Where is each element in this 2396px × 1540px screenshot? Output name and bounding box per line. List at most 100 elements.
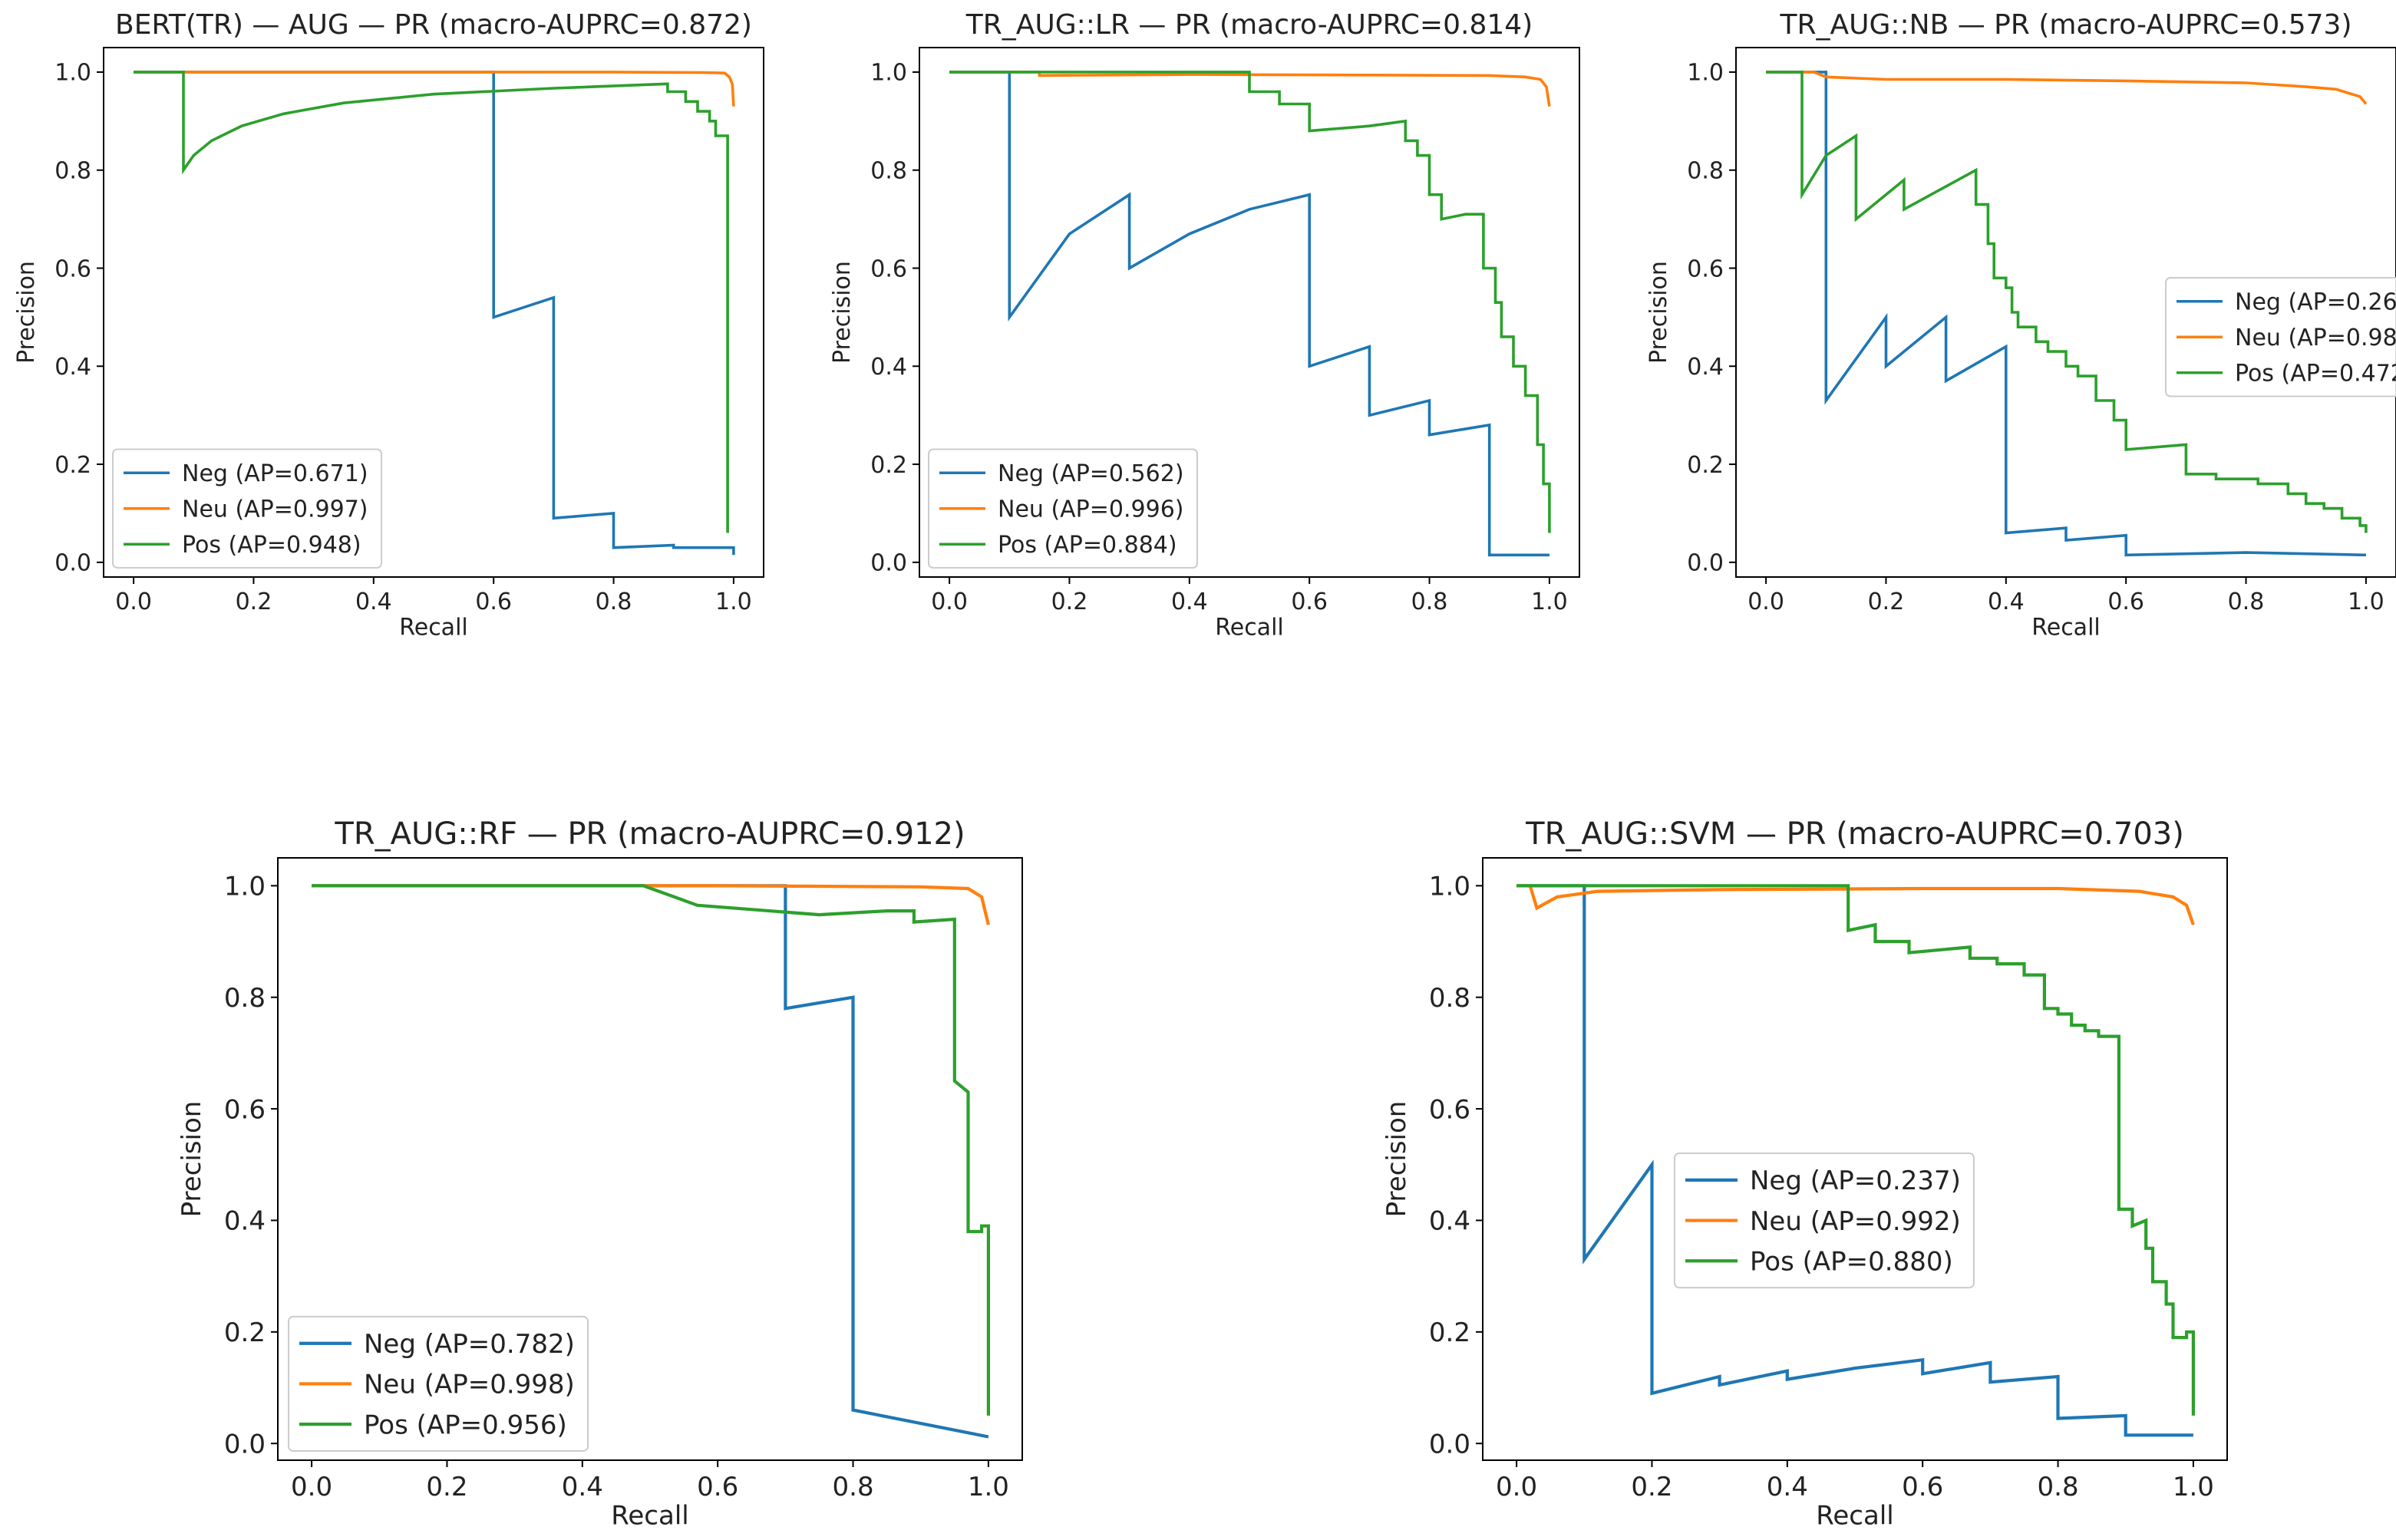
x-tick-label: 0.4 <box>562 1472 603 1502</box>
chart-panel-4: TR_AUG::RF — PR (macro-AUPRC=0.912)0.0 0.… <box>177 816 1023 1532</box>
x-tick-label: 0.2 <box>236 589 272 615</box>
legend-label-pos: Pos (AP=0.884) <box>998 532 1177 559</box>
y-tick-label: 0.2 <box>1687 452 1724 479</box>
x-tick-label: 1.0 <box>968 1472 1009 1502</box>
x-tick-label: 0.8 <box>833 1472 874 1502</box>
y-tick-label: 0.6 <box>224 1094 266 1125</box>
y-tick-label: 0.2 <box>224 1317 266 1348</box>
legend-label-neu: Neu (AP=0.982) <box>2235 325 2396 351</box>
y-tick-label: 0.0 <box>870 550 907 577</box>
x-tick-label: 1.0 <box>1531 589 1568 615</box>
axes-frame <box>277 857 1023 1461</box>
y-tick-label: 0.2 <box>870 452 907 479</box>
y-tick-label: 0.2 <box>54 452 91 479</box>
series-line-neg <box>1516 884 2193 1437</box>
legend-label-neg: Neg (AP=0.237) <box>1750 1166 1961 1196</box>
x-tick-label: 0.0 <box>1747 589 1784 615</box>
legend-label-neu: Neu (AP=0.992) <box>1750 1206 1961 1237</box>
axes-frame <box>1735 47 2396 578</box>
x-tick-label: 0.4 <box>355 589 392 615</box>
series-line-neu <box>134 71 735 107</box>
x-tick-label: 0.6 <box>1291 589 1328 615</box>
chart-title: TR_AUG::NB — PR (macro-AUPRC=0.573) <box>1780 9 2352 41</box>
chart-panel-3: TR_AUG::NB — PR (macro-AUPRC=0.573)0.0 0.… <box>1645 9 2396 641</box>
legend: Neg (AP=0.671) Neu (AP=0.997) Pos (AP=0.94… <box>112 448 382 569</box>
legend-label-neg: Neg (AP=0.671) <box>182 460 368 487</box>
series-line-neu <box>1766 71 2368 105</box>
legend-label-pos: Pos (AP=0.956) <box>364 1410 567 1440</box>
x-tick-label: 0.0 <box>931 589 968 615</box>
legend-box <box>112 448 382 569</box>
legend-label-neu: Neu (AP=0.997) <box>182 496 368 523</box>
series-line-neg <box>134 71 735 556</box>
x-tick-label: 1.0 <box>715 589 752 615</box>
legend: Neg (AP=0.237) Neu (AP=0.992) Pos (AP=0.88… <box>1674 1153 1975 1289</box>
series-line-neg <box>1766 71 2366 557</box>
y-tick-label: 0.6 <box>1687 256 1724 282</box>
x-tick-label: 0.8 <box>596 589 632 615</box>
y-axis-label: Precision <box>13 261 40 364</box>
axes-frame <box>919 47 1580 578</box>
y-tick-label: 0.4 <box>1429 1206 1470 1237</box>
x-tick-label: 0.6 <box>1902 1472 1943 1502</box>
chart-title: BERT(TR) — AUG — PR (macro-AUPRC=0.872) <box>115 9 752 41</box>
series-line-pos <box>312 884 990 1416</box>
y-axis-label: Precision <box>177 1101 207 1218</box>
x-tick-label: 0.6 <box>2107 589 2144 615</box>
x-tick-label: 0.8 <box>2228 589 2265 615</box>
y-tick-label: 0.8 <box>870 158 907 185</box>
y-tick-label: 1.0 <box>870 60 907 87</box>
legend: Neg (AP=0.782) Neu (AP=0.998) Pos (AP=0.95… <box>288 1315 589 1453</box>
series-line-pos <box>1516 884 2195 1416</box>
legend-box <box>928 448 1198 569</box>
legend-box <box>2165 277 2396 397</box>
y-tick-label: 1.0 <box>224 872 266 902</box>
axes-frame <box>1482 857 2228 1461</box>
y-tick-label: 1.0 <box>1429 872 1470 902</box>
y-tick-label: 0.8 <box>54 158 91 185</box>
x-tick-label: 0.6 <box>475 589 512 615</box>
legend-label-neu: Neu (AP=0.998) <box>364 1370 575 1400</box>
y-tick-label: 0.8 <box>224 983 266 1014</box>
series-line-pos <box>949 71 1551 533</box>
x-tick-label: 0.0 <box>1496 1472 1537 1502</box>
y-tick-label: 0.4 <box>870 354 907 381</box>
x-axis-label: Recall <box>2031 615 2101 641</box>
x-tick-label: 0.4 <box>1988 589 2025 615</box>
y-axis-label: Precision <box>829 261 856 364</box>
x-tick-label: 0.2 <box>426 1472 467 1502</box>
legend-label-pos: Pos (AP=0.948) <box>182 532 361 559</box>
x-tick-label: 0.2 <box>1051 589 1088 615</box>
series-line-neu <box>312 884 990 925</box>
legend: Neg (AP=0.264) Neu (AP=0.982) Pos (AP=0.47… <box>2165 277 2396 397</box>
chart-panel-5: TR_AUG::SVM — PR (macro-AUPRC=0.703)0.0 0… <box>1381 816 2228 1532</box>
x-axis-label: Recall <box>399 615 468 641</box>
series-line-neu <box>1516 884 2195 925</box>
y-tick-label: 1.0 <box>1687 60 1724 87</box>
series-line-pos <box>1766 71 2368 533</box>
y-tick-label: 0.6 <box>870 256 907 282</box>
y-tick-label: 0.4 <box>1687 354 1724 381</box>
y-axis-label: Precision <box>1381 1101 1412 1218</box>
x-axis-label: Recall <box>1816 1501 1893 1532</box>
x-tick-label: 1.0 <box>2348 589 2384 615</box>
y-tick-label: 0.0 <box>224 1429 266 1459</box>
y-tick-label: 0.6 <box>54 256 91 282</box>
x-tick-label: 0.4 <box>1171 589 1208 615</box>
x-tick-label: 0.2 <box>1868 589 1905 615</box>
legend-label-neg: Neg (AP=0.782) <box>364 1329 575 1360</box>
legend-label-neg: Neg (AP=0.264) <box>2235 289 2396 316</box>
y-tick-label: 0.2 <box>1429 1317 1470 1348</box>
x-tick-label: 0.8 <box>1411 589 1448 615</box>
legend-box <box>1674 1153 1975 1289</box>
x-tick-label: 0.0 <box>115 589 152 615</box>
y-tick-label: 0.8 <box>1429 983 1470 1014</box>
x-tick-label: 0.0 <box>291 1472 332 1502</box>
chart-panel-2: TR_AUG::LR — PR (macro-AUPRC=0.814)0.0 0.… <box>829 9 1580 641</box>
legend-box <box>288 1315 589 1453</box>
y-axis-label: Precision <box>1645 261 1672 364</box>
series-line-neg <box>949 71 1549 557</box>
x-tick-label: 0.4 <box>1767 1472 1808 1502</box>
legend-label-pos: Pos (AP=0.472) <box>2235 361 2396 387</box>
legend-label-neg: Neg (AP=0.562) <box>998 460 1184 487</box>
